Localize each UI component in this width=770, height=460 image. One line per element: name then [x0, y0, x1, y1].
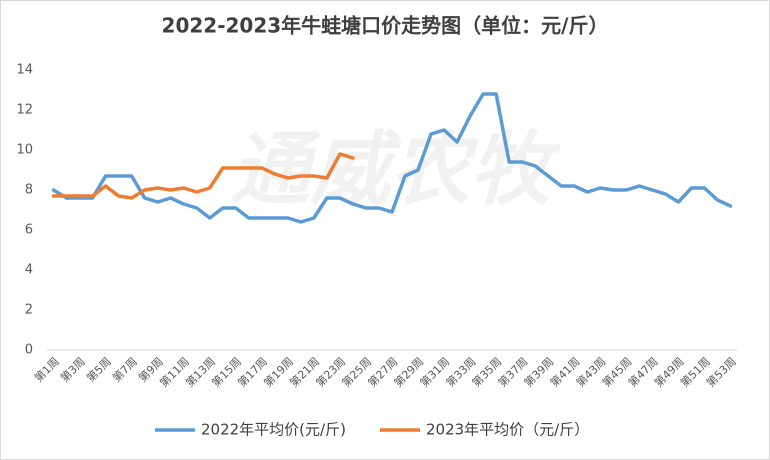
y-tick-label: 2: [25, 303, 33, 318]
y-tick-label: 6: [25, 223, 33, 238]
series-line: [51, 92, 733, 224]
series-line: [51, 152, 355, 200]
y-tick-label: 0: [25, 343, 33, 358]
y-tick-label: 4: [25, 263, 33, 278]
y-tick-label: 14: [16, 63, 33, 78]
y-tick-label: 8: [25, 183, 33, 198]
legend-label: 2023年平均价（元/斤）: [426, 421, 589, 439]
chart-title: 2022-2023年牛蛙塘口价走势图（单位：元/斤）: [162, 14, 609, 38]
y-tick-label: 12: [16, 103, 33, 118]
legend-label: 2022年平均价(元/斤): [201, 421, 346, 439]
y-tick-label: 10: [16, 143, 33, 158]
